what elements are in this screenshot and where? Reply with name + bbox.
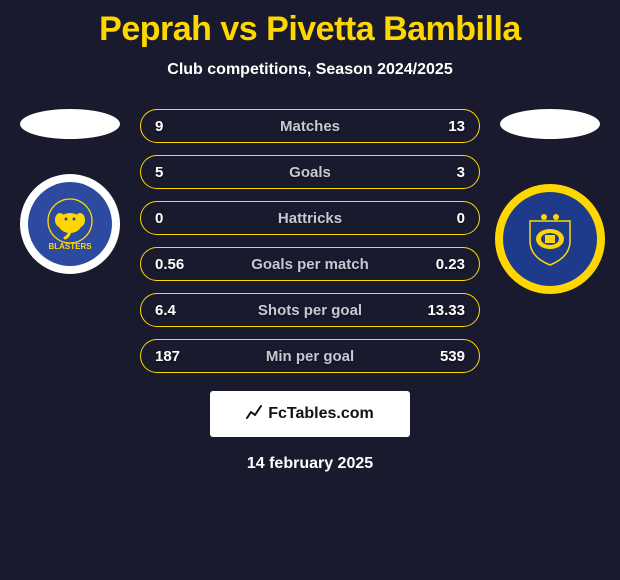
comparison-card: Peprah vs Pivetta Bambilla Club competit… — [0, 0, 620, 473]
source-badge: FcTables.com — [210, 391, 410, 437]
stat-left-value: 6.4 — [155, 302, 200, 319]
stat-label: Goals — [289, 164, 331, 181]
left-column: BLASTERS — [15, 109, 125, 274]
stat-row: 5 Goals 3 — [140, 155, 480, 189]
player-avatar-right — [500, 109, 600, 139]
stat-left-value: 9 — [155, 118, 200, 135]
subtitle: Club competitions, Season 2024/2025 — [0, 61, 620, 79]
stat-right-value: 13.33 — [420, 302, 465, 319]
elephant-icon — [47, 198, 93, 244]
date-text: 14 february 2025 — [0, 455, 620, 473]
stat-row: 9 Matches 13 — [140, 109, 480, 143]
page-title: Peprah vs Pivetta Bambilla — [0, 10, 620, 49]
crest-icon — [520, 209, 580, 269]
stat-left-value: 5 — [155, 164, 200, 181]
stat-right-value: 13 — [420, 118, 465, 135]
club-logo-left-text: BLASTERS — [48, 242, 91, 251]
stat-left-value: 0 — [155, 210, 200, 227]
stat-right-value: 0.23 — [420, 256, 465, 273]
club-logo-left: BLASTERS — [20, 174, 120, 274]
stat-row: 187 Min per goal 539 — [140, 339, 480, 373]
source-text: FcTables.com — [268, 405, 374, 423]
right-column — [495, 109, 605, 294]
stat-row: 6.4 Shots per goal 13.33 — [140, 293, 480, 327]
club-logo-right — [495, 184, 605, 294]
chart-icon — [246, 404, 262, 424]
stat-label: Matches — [280, 118, 340, 135]
stat-right-value: 0 — [420, 210, 465, 227]
stat-label: Shots per goal — [258, 302, 362, 319]
stat-label: Goals per match — [251, 256, 369, 273]
stat-right-value: 539 — [420, 348, 465, 365]
main-row: BLASTERS 9 Matches 13 5 Goals 3 0 Hattri… — [0, 109, 620, 373]
stat-label: Min per goal — [266, 348, 354, 365]
stat-right-value: 3 — [420, 164, 465, 181]
stats-list: 9 Matches 13 5 Goals 3 0 Hattricks 0 0.5… — [140, 109, 480, 373]
stat-left-value: 0.56 — [155, 256, 200, 273]
stat-row: 0.56 Goals per match 0.23 — [140, 247, 480, 281]
stat-left-value: 187 — [155, 348, 200, 365]
stat-row: 0 Hattricks 0 — [140, 201, 480, 235]
stat-label: Hattricks — [278, 210, 342, 227]
player-avatar-left — [20, 109, 120, 139]
